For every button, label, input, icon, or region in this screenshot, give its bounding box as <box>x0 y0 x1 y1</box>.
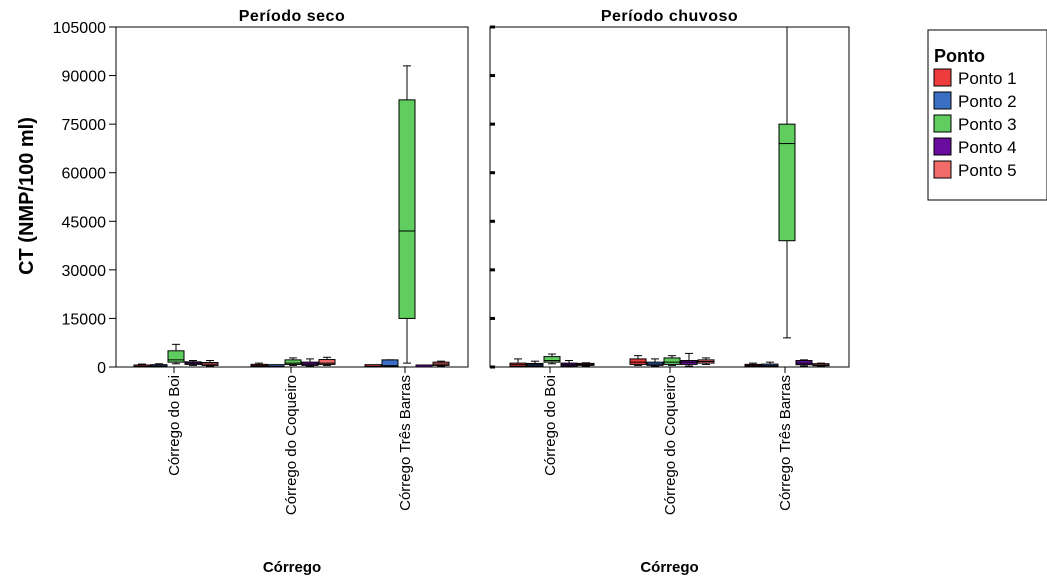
y-tick-label: 75000 <box>62 117 107 134</box>
legend-swatch <box>933 114 952 133</box>
x-tick-label: Córrego Três Barras <box>397 375 414 511</box>
x-tick-label: Córrego Três Barras <box>777 375 794 511</box>
box-2-ponto-4 <box>301 358 319 367</box>
y-axis-label: CT (NMP/100 ml) <box>16 117 38 275</box>
legend: Ponto Ponto 1 Ponto 2 Ponto 3 Ponto 4 Ponto … <box>927 29 1047 201</box>
box-1-ponto-1 <box>509 358 527 368</box>
legend-item-ponto-5: Ponto 5 <box>933 160 1017 180</box>
legend-item-ponto-1: Ponto 1 <box>933 68 1017 88</box>
box-2-ponto-1 <box>629 355 647 366</box>
box <box>663 357 681 365</box>
y-tick-label: 45000 <box>62 214 107 231</box>
panel-title: Período chuvoso <box>601 8 738 25</box>
box-1-ponto-3 <box>543 353 561 365</box>
panel-title: Período seco <box>239 8 345 25</box>
legend-title: Ponto <box>934 46 985 66</box>
x-axis-label: Córrego <box>640 559 698 576</box>
box-2-ponto-1 <box>250 362 268 368</box>
box-1-ponto-1 <box>133 363 151 368</box>
panel-1: Período seco Córrego do Boi Córrego do Coq… <box>115 8 469 576</box>
box-3-ponto-4 <box>415 364 433 368</box>
box-3-ponto-2 <box>761 361 779 368</box>
box-3-ponto-1 <box>744 362 762 368</box>
box <box>284 359 302 365</box>
legend-item-ponto-4: Ponto 4 <box>933 137 1017 157</box>
legend-swatch <box>933 137 952 156</box>
box-3-ponto-3 <box>398 65 416 364</box>
box-2-ponto-5 <box>318 356 336 366</box>
box-1-ponto-2 <box>526 360 544 367</box>
x-axis-label: Córrego <box>263 559 321 576</box>
box-3-ponto-5 <box>812 362 830 367</box>
panels-layer: Período seco Córrego do Boi Córrego do Coq… <box>115 8 850 576</box>
box-3-ponto-3 <box>778 26 796 339</box>
box-3-ponto-2 <box>381 359 399 368</box>
panel-2: Período chuvoso Córrego do Boi Córrego do … <box>489 8 850 576</box>
box <box>543 356 561 363</box>
box-1-ponto-4 <box>184 360 202 366</box>
box-2-ponto-5 <box>697 357 715 365</box>
box-1-ponto-5 <box>201 360 219 367</box>
box <box>381 359 399 367</box>
box <box>398 99 416 319</box>
legend-swatch <box>933 68 952 87</box>
box-2-ponto-4 <box>680 352 698 367</box>
legend-label: Ponto 3 <box>958 115 1017 134</box>
legend-swatch <box>933 91 952 110</box>
legend-item-ponto-2: Ponto 2 <box>933 91 1017 111</box>
legend-swatch <box>933 160 952 179</box>
legend-label: Ponto 5 <box>958 161 1017 180</box>
box-2-ponto-2 <box>267 364 285 368</box>
y-tick-label: 30000 <box>62 263 107 280</box>
x-tick-label: Córrego do Coqueiro <box>283 375 300 515</box>
y-tick-label: 0 <box>97 360 106 377</box>
legend-item-ponto-3: Ponto 3 <box>933 114 1017 134</box>
box-2-ponto-2 <box>646 358 664 367</box>
x-tick-label: Córrego do Boi <box>166 375 183 476</box>
legend-label: Ponto 1 <box>958 69 1017 88</box>
box-1-ponto-3 <box>167 343 185 365</box>
box-1-ponto-4 <box>560 360 578 368</box>
y-axis: 0 15000 30000 45000 60000 75000 90000 105000 <box>53 20 116 377</box>
box <box>778 123 796 242</box>
box-1-ponto-2 <box>150 363 168 368</box>
box-3-ponto-5 <box>432 360 450 367</box>
box <box>318 359 336 365</box>
legend-label: Ponto 4 <box>958 138 1017 157</box>
y-tick-label: 105000 <box>53 20 106 37</box>
box-2-ponto-3 <box>284 357 302 366</box>
y-tick-label: 15000 <box>62 311 107 328</box>
legend-label: Ponto 2 <box>958 92 1017 111</box>
box <box>167 350 185 363</box>
x-tick-label: Córrego do Coqueiro <box>662 375 679 515</box>
y-tick-label: 60000 <box>62 166 107 183</box>
box-3-ponto-1 <box>364 364 382 368</box>
y-tick-label: 90000 <box>62 69 107 86</box>
box-2-ponto-3 <box>663 355 681 366</box>
box-1-ponto-5 <box>577 362 595 367</box>
box-3-ponto-4 <box>795 359 813 367</box>
x-tick-label: Córrego do Boi <box>542 375 559 476</box>
